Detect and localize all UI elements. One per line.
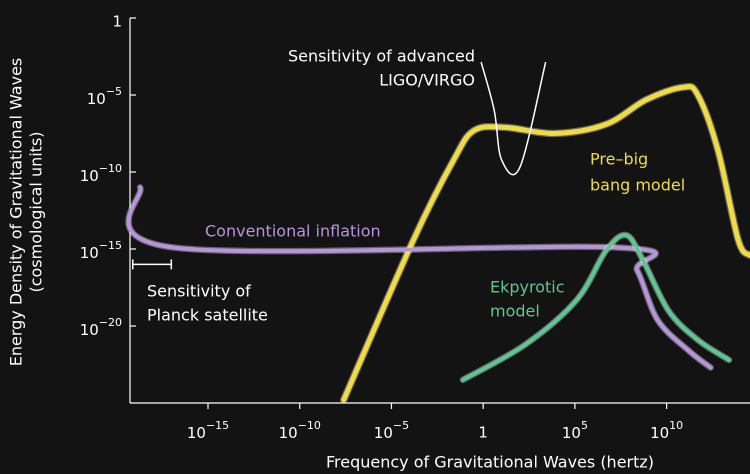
line-glow bbox=[125, 184, 714, 371]
series-label: Conventional inflation bbox=[205, 222, 381, 241]
y-tick-label: 10−20 bbox=[80, 316, 122, 339]
y-tick-label: 10−5 bbox=[87, 85, 122, 108]
y-tick-label: 1 bbox=[112, 13, 122, 31]
series-label: Sensitivity of advanced bbox=[288, 47, 475, 66]
series-label: Planck satellite bbox=[147, 306, 268, 325]
x-tick-label: 10−5 bbox=[374, 419, 409, 442]
y-tick-label: 10−10 bbox=[80, 162, 122, 185]
y-axis-label: Energy Density of Gravitational Waves bbox=[7, 58, 26, 367]
series-label: Ekpyrotic bbox=[490, 278, 565, 297]
x-axis-label: Frequency of Gravitational Waves (hertz) bbox=[326, 453, 654, 472]
x-tick-label: 10−15 bbox=[187, 419, 229, 442]
series-label: LIGO/VIRGO bbox=[379, 71, 475, 90]
series-label: Pre–big bbox=[590, 150, 648, 169]
x-tick-label: 1 bbox=[478, 424, 488, 442]
x-tick-label: 10−10 bbox=[279, 419, 321, 442]
y-tick-label: 10−15 bbox=[80, 239, 122, 262]
x-tick-label: 1010 bbox=[650, 419, 683, 442]
y-axis-label: (cosmological units) bbox=[27, 131, 46, 292]
line bbox=[126, 185, 713, 370]
series-label: Sensitivity of bbox=[147, 282, 251, 301]
line bbox=[341, 84, 750, 403]
series-label: bang model bbox=[590, 176, 685, 195]
line bbox=[480, 61, 547, 176]
x-tick-label: 105 bbox=[562, 419, 588, 442]
series-label: model bbox=[490, 302, 540, 321]
line bbox=[460, 232, 731, 382]
